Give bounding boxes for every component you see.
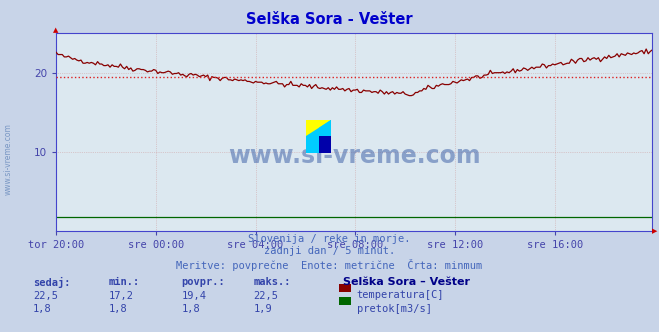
Text: 19,4: 19,4 bbox=[181, 290, 206, 300]
Text: 1,8: 1,8 bbox=[33, 304, 51, 314]
Text: 22,5: 22,5 bbox=[254, 290, 279, 300]
Text: 1,8: 1,8 bbox=[181, 304, 200, 314]
Text: www.si-vreme.com: www.si-vreme.com bbox=[3, 124, 13, 195]
Text: zadnji dan / 5 minut.: zadnji dan / 5 minut. bbox=[264, 246, 395, 256]
Text: 1,9: 1,9 bbox=[254, 304, 272, 314]
Text: 1,8: 1,8 bbox=[109, 304, 127, 314]
Text: 22,5: 22,5 bbox=[33, 290, 58, 300]
Bar bbox=[306, 136, 319, 153]
Text: Meritve: povprečne  Enote: metrične  Črta: minmum: Meritve: povprečne Enote: metrične Črta:… bbox=[177, 259, 482, 271]
Bar bbox=[306, 120, 319, 136]
Text: temperatura[C]: temperatura[C] bbox=[357, 290, 444, 300]
Text: maks.:: maks.: bbox=[254, 277, 291, 287]
Text: 17,2: 17,2 bbox=[109, 290, 134, 300]
Text: Selška Sora – Vešter: Selška Sora – Vešter bbox=[343, 277, 470, 287]
Text: pretok[m3/s]: pretok[m3/s] bbox=[357, 304, 432, 314]
Polygon shape bbox=[306, 120, 319, 136]
Text: min.:: min.: bbox=[109, 277, 140, 287]
Polygon shape bbox=[306, 120, 331, 136]
Text: Selška Sora - Vešter: Selška Sora - Vešter bbox=[246, 12, 413, 27]
Text: sedaj:: sedaj: bbox=[33, 277, 71, 288]
Polygon shape bbox=[306, 120, 331, 136]
Text: ▶: ▶ bbox=[652, 228, 658, 234]
Text: Slovenija / reke in morje.: Slovenija / reke in morje. bbox=[248, 234, 411, 244]
Text: ▲: ▲ bbox=[53, 27, 59, 33]
Bar bbox=[319, 136, 331, 153]
Text: povpr.:: povpr.: bbox=[181, 277, 225, 287]
Text: www.si-vreme.com: www.si-vreme.com bbox=[228, 144, 480, 168]
Polygon shape bbox=[306, 120, 331, 136]
Bar bbox=[319, 120, 331, 136]
